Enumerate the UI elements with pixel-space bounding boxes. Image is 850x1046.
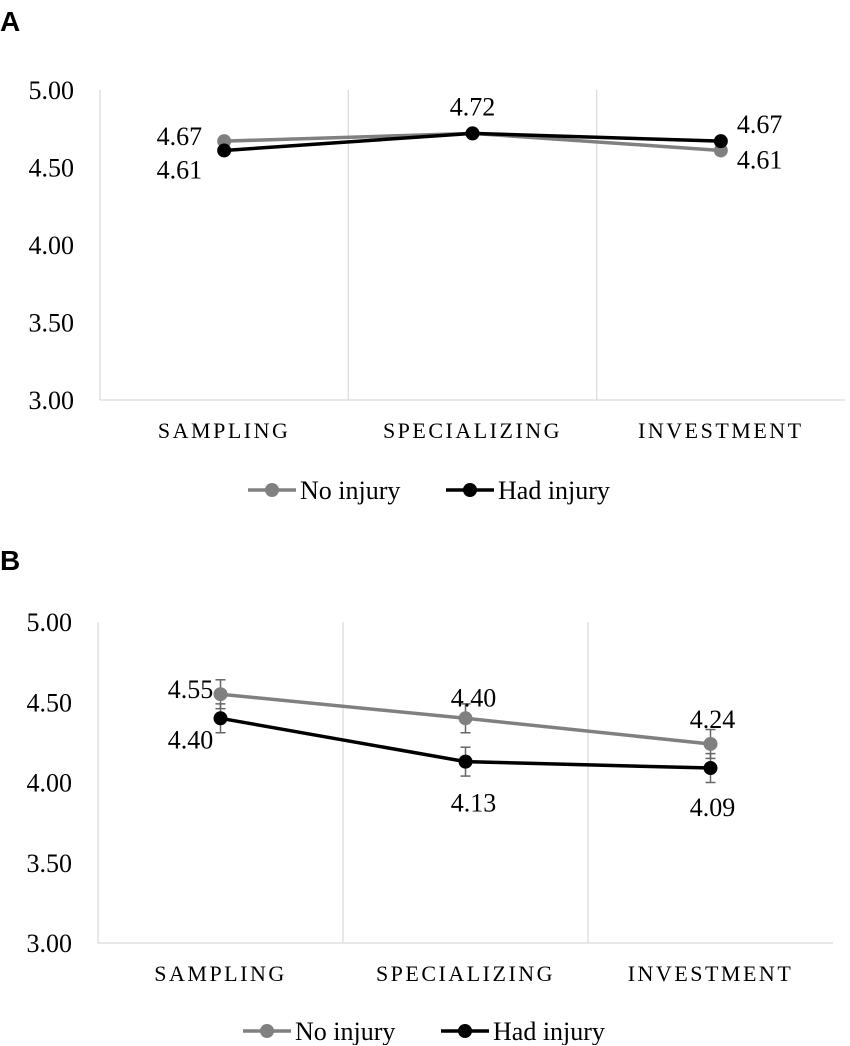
chart-b-x-tick-label: SPECIALIZING — [376, 961, 555, 986]
chart-a-data-label: 4.67 — [157, 122, 203, 151]
chart-b-data-label: 4.13 — [451, 789, 497, 818]
chart-a-point — [465, 126, 480, 141]
chart-b-y-tick-label: 3.00 — [27, 929, 73, 958]
chart-a-data-label: 4.61 — [737, 145, 783, 174]
chart-b-point — [703, 761, 718, 776]
chart-a-data-label: 4.67 — [737, 110, 783, 139]
chart-b-y-tick-label: 4.00 — [27, 769, 73, 798]
chart-b-point — [213, 711, 228, 726]
chart-a-x-tick-label: SAMPLING — [158, 418, 290, 443]
chart-b-point — [703, 736, 718, 751]
chart-a-y-tick-label: 4.50 — [29, 154, 75, 183]
chart-b-data-label: 4.40 — [168, 725, 214, 754]
chart-a-y-tick-label: 4.00 — [29, 231, 75, 260]
chart-a-legend-label: Had injury — [498, 476, 610, 505]
chart-b-data-label: 4.24 — [690, 705, 736, 734]
chart-b-x-tick-label: INVESTMENT — [628, 961, 794, 986]
chart-b-point — [213, 687, 228, 702]
panel-b-label: B — [0, 545, 21, 576]
chart-b-y-tick-label: 3.50 — [27, 849, 73, 878]
chart-b-y-tick-label: 4.50 — [27, 688, 73, 717]
chart-b-legend-swatch-marker — [458, 1024, 472, 1038]
chart-b-point — [458, 711, 473, 726]
chart-a-point — [217, 143, 232, 158]
panel-a-label: A — [0, 6, 21, 37]
chart-a-y-tick-label: 3.00 — [29, 386, 75, 415]
chart-a-x-tick-label: INVESTMENT — [638, 418, 804, 443]
chart-b-data-label: 4.40 — [451, 683, 497, 712]
chart-b-legend-label: No injury — [295, 1017, 395, 1045]
chart-a-y-tick-label: 5.00 — [29, 76, 75, 105]
chart-b: 5.00 4.50 4.00 3.50 3.00 SAMPLING SPECIALIZING… — [27, 608, 833, 1045]
chart-a-y-tick-label: 3.50 — [29, 309, 75, 338]
chart-a-data-label: 4.72 — [450, 92, 496, 121]
chart-b-legend-swatch-marker — [260, 1024, 274, 1038]
chart-a-point — [713, 134, 728, 149]
chart-a-x-tick-label: SPECIALIZING — [383, 418, 562, 443]
chart-b-point — [458, 754, 473, 769]
chart-b-data-label: 4.09 — [690, 793, 736, 822]
chart-a-data-label: 4.61 — [157, 155, 203, 184]
chart-a: 5.00 4.50 4.00 3.50 3.00 SAMPLING SPECIALIZING… — [29, 76, 845, 505]
chart-b-legend-label: Had injury — [493, 1017, 605, 1045]
chart-b-data-label: 4.55 — [168, 675, 214, 704]
chart-a-legend-swatch-marker — [265, 483, 279, 497]
chart-b-x-tick-label: SAMPLING — [154, 961, 286, 986]
chart-b-y-tick-label: 5.00 — [27, 608, 73, 637]
chart-a-legend-label: No injury — [300, 476, 400, 505]
chart-a-legend-swatch-marker — [463, 483, 477, 497]
